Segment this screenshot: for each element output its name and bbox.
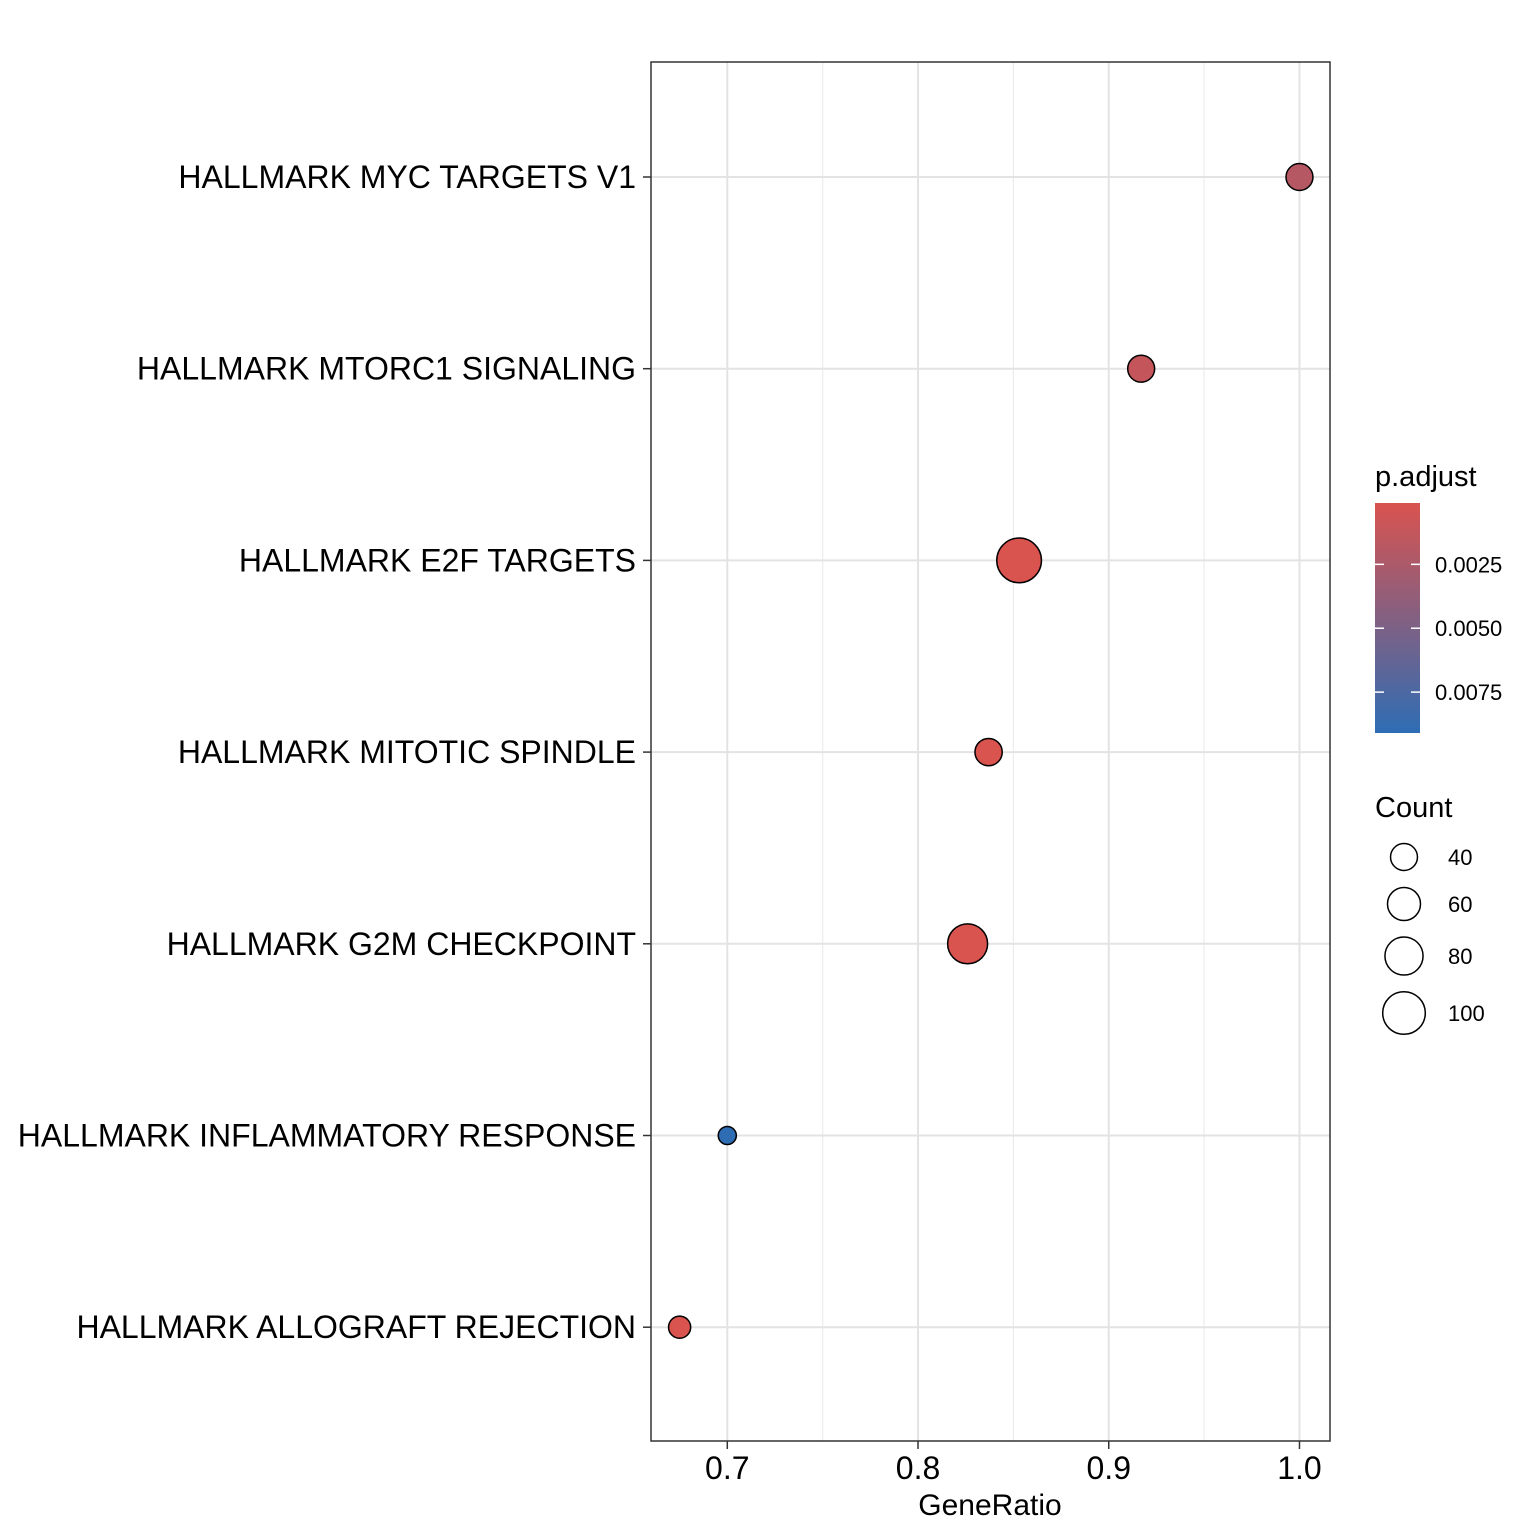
data-point bbox=[996, 537, 1043, 584]
size-legend-circle bbox=[1381, 990, 1427, 1036]
data-point bbox=[974, 737, 1003, 767]
plot-panel bbox=[650, 61, 1331, 1442]
y-axis: HALLMARK MYC TARGETS V1 HALLMARK MTORC1 S… bbox=[18, 159, 651, 1345]
size-legend-label: 80 bbox=[1448, 944, 1472, 969]
size-legend-circle bbox=[1384, 936, 1424, 976]
size-legend-label: 60 bbox=[1448, 892, 1472, 917]
category-label: HALLMARK INFLAMMATORY RESPONSE bbox=[18, 1118, 636, 1154]
x-tick-label: 0.9 bbox=[1087, 1450, 1131, 1486]
x-tick-label: 0.8 bbox=[896, 1450, 940, 1486]
x-tick-label: 1.0 bbox=[1277, 1450, 1321, 1486]
color-legend-title: p.adjust bbox=[1375, 461, 1477, 493]
data-point bbox=[717, 1125, 738, 1146]
size-legend-label: 100 bbox=[1448, 1001, 1485, 1026]
color-legend-label: 0.0075 bbox=[1435, 680, 1502, 705]
category-label: HALLMARK ALLOGRAFT REJECTION bbox=[76, 1309, 636, 1345]
data-point bbox=[1126, 354, 1156, 383]
data-point bbox=[667, 1315, 692, 1340]
size-legend-items: 40 60 80 100 bbox=[1381, 842, 1485, 1036]
size-legend-title: Count bbox=[1375, 792, 1452, 824]
x-tick-label: 0.7 bbox=[705, 1450, 749, 1486]
category-label: HALLMARK MITOTIC SPINDLE bbox=[178, 734, 636, 770]
size-legend: Count 40 60 80 100 bbox=[1375, 792, 1485, 1036]
data-point bbox=[1285, 162, 1314, 192]
x-axis-title: GeneRatio bbox=[918, 1489, 1061, 1522]
size-legend-label: 40 bbox=[1448, 845, 1472, 870]
category-label: HALLMARK G2M CHECKPOINT bbox=[167, 926, 636, 962]
category-label: HALLMARK MTORC1 SIGNALING bbox=[137, 351, 636, 387]
color-legend-ticks: 0.0025 0.0050 0.0075 bbox=[1375, 552, 1502, 705]
color-legend: p.adjust 0.0025 0.0050 0.0075 bbox=[1375, 461, 1502, 733]
x-axis: 0.7 0.8 0.9 1.0 bbox=[705, 1441, 1322, 1486]
color-legend-label: 0.0025 bbox=[1435, 552, 1502, 577]
color-legend-label: 0.0050 bbox=[1435, 616, 1502, 641]
color-legend-bar bbox=[1375, 503, 1420, 733]
data-point bbox=[946, 923, 989, 965]
category-label: HALLMARK MYC TARGETS V1 bbox=[178, 159, 636, 195]
size-legend-circle bbox=[1386, 886, 1422, 922]
data-points bbox=[667, 162, 1314, 1340]
size-legend-circle bbox=[1389, 842, 1419, 872]
category-label: HALLMARK E2F TARGETS bbox=[239, 542, 636, 578]
